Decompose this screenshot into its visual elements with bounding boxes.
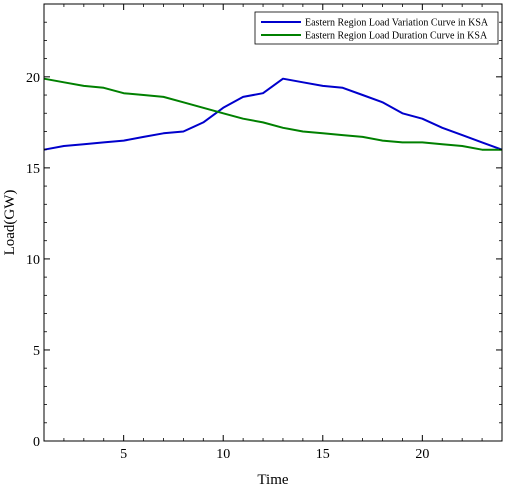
x-axis-title: Time	[257, 472, 288, 486]
legend-label-variation: Eastern Region Load Variation Curve in K…	[305, 18, 489, 29]
y-tick-label: 10	[26, 253, 40, 268]
x-tick-label: 15	[316, 447, 330, 462]
y-axis-title: Load(GW)	[2, 190, 18, 256]
series-line-variation	[43, 77, 503, 151]
plot-area	[43, 77, 503, 151]
x-tick-label: 10	[216, 447, 230, 462]
series-line-duration	[43, 77, 502, 151]
y-tick-label: 20	[26, 71, 40, 86]
legend: Eastern Region Load Variation Curve in K…	[254, 11, 499, 45]
x-tick-label: 5	[120, 447, 127, 462]
y-tick-label: 5	[33, 344, 40, 359]
y-tick-label: 15	[26, 162, 40, 177]
y-axis: 0 5 10 15 20	[26, 3, 502, 450]
x-axis: 5 10 15 20	[43, 4, 503, 462]
legend-box	[254, 11, 499, 45]
x-tick-label: 20	[415, 447, 429, 462]
y-tick-label: 0	[33, 435, 40, 450]
plot-frame	[43, 3, 503, 442]
legend-label-duration: Eastern Region Load Duration Curve in KS…	[305, 31, 488, 42]
